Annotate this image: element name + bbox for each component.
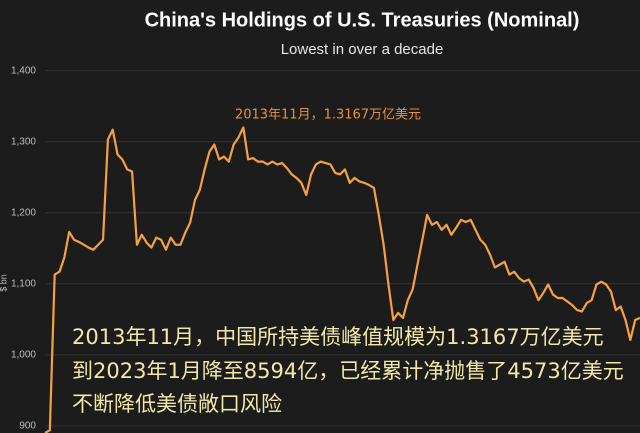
y-tick-label: 900 [19,421,36,432]
y-axis-label: $ bn [0,274,8,292]
plot [44,126,640,433]
y-tick-label: 1,100 [11,278,36,289]
line [44,126,640,433]
overlay-text: 到2023年1月降至8594亿，已经累计净抛售了4573亿美元 [72,359,624,383]
annotation: 2013年11月，1.3167万亿美元 [235,108,421,123]
y-tick-label: 1,200 [11,207,36,218]
grid: 900 1,000 1,100 1,200 1,300 1,400 [11,65,640,432]
overlay-text: 不断降低美债敞口风险 [72,392,282,416]
y-tick-label: 1,400 [11,65,36,76]
chart-title: China's Holdings of U.S. Treasuries (Nom… [145,9,580,31]
y-tick-label: 1,300 [11,136,36,147]
chart-subtitle: Lowest in over a decade [281,41,444,58]
overlay-text: 2013年11月，中国所持美债峰值规模为1.3167万亿美元 [72,325,604,349]
y-tick-label: 1,000 [11,349,36,360]
